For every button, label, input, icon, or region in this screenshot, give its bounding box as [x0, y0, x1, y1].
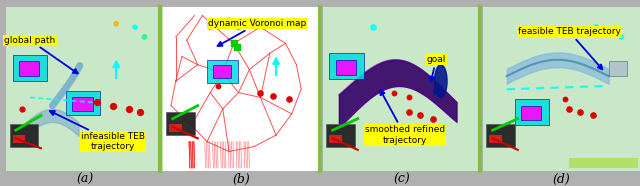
Point [218, 22, 228, 25]
Point [268, 94, 278, 97]
FancyBboxPatch shape [213, 65, 230, 78]
Text: feasible TEB trajectory: feasible TEB trajectory [518, 28, 621, 69]
Polygon shape [435, 65, 447, 97]
Point [205, 26, 215, 29]
Point [564, 108, 575, 110]
FancyBboxPatch shape [486, 124, 515, 147]
Point [140, 35, 150, 38]
FancyBboxPatch shape [170, 124, 182, 132]
Text: smoothed refined
trajectory: smoothed refined trajectory [365, 90, 445, 145]
Point [108, 104, 118, 107]
Point [404, 96, 415, 99]
Point [232, 45, 242, 48]
Point [591, 26, 601, 29]
Point [404, 111, 415, 114]
FancyBboxPatch shape [13, 135, 25, 143]
FancyBboxPatch shape [72, 97, 93, 110]
Point [111, 22, 122, 25]
Point [234, 26, 244, 29]
FancyBboxPatch shape [19, 61, 39, 76]
FancyBboxPatch shape [330, 135, 342, 143]
Point [130, 26, 140, 29]
Point [255, 91, 266, 94]
Point [284, 98, 294, 101]
FancyBboxPatch shape [13, 55, 47, 81]
Point [559, 98, 570, 101]
FancyBboxPatch shape [66, 91, 100, 116]
Text: (d): (d) [553, 173, 570, 186]
Point [228, 42, 239, 45]
Point [92, 101, 102, 104]
Point [604, 31, 614, 33]
FancyBboxPatch shape [330, 53, 364, 79]
Point [415, 114, 426, 117]
Point [388, 91, 399, 94]
Point [134, 111, 145, 114]
Point [17, 108, 27, 110]
Point [428, 117, 438, 120]
FancyBboxPatch shape [166, 112, 195, 135]
Point [575, 111, 586, 114]
FancyBboxPatch shape [336, 60, 356, 75]
FancyBboxPatch shape [521, 106, 541, 120]
FancyBboxPatch shape [10, 124, 38, 147]
FancyBboxPatch shape [326, 124, 355, 147]
Text: goal: goal [426, 55, 446, 81]
Text: infeasible TEB
trajectory: infeasible TEB trajectory [50, 111, 145, 151]
Text: dynamic Voronoi map: dynamic Voronoi map [208, 19, 307, 46]
Polygon shape [433, 86, 441, 96]
Text: (c): (c) [393, 173, 410, 186]
Point [224, 19, 234, 22]
Point [616, 35, 627, 38]
FancyBboxPatch shape [570, 158, 639, 168]
FancyBboxPatch shape [490, 135, 502, 143]
Text: (a): (a) [76, 173, 93, 186]
Point [588, 114, 598, 117]
Point [124, 108, 134, 110]
FancyBboxPatch shape [609, 61, 627, 76]
Text: (b): (b) [233, 173, 250, 186]
Point [368, 26, 378, 29]
Text: global path: global path [4, 36, 77, 73]
Point [213, 84, 223, 87]
FancyBboxPatch shape [207, 60, 239, 83]
FancyBboxPatch shape [515, 99, 549, 125]
